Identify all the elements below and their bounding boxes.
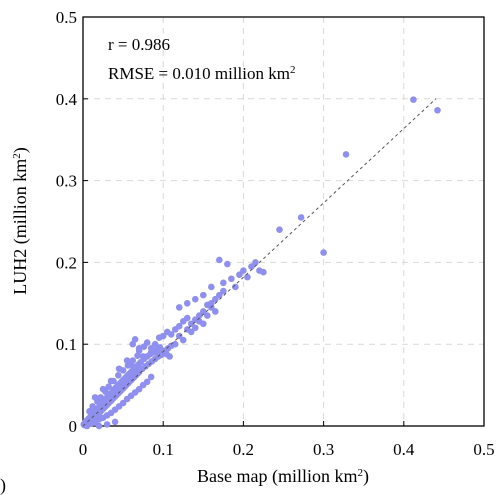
- data-point: [187, 320, 195, 328]
- data-point: [175, 332, 183, 340]
- gridlines: [83, 17, 484, 426]
- data-point: [143, 378, 151, 386]
- data-point: [171, 340, 179, 348]
- y-tick-label: 0: [69, 417, 78, 436]
- x-tick-label: 0.3: [313, 440, 334, 459]
- data-point: [191, 324, 199, 332]
- x-tick-label: 0.2: [233, 440, 254, 459]
- data-point: [175, 304, 183, 311]
- x-tick-label: 0: [79, 440, 88, 459]
- x-tick-label: 0.1: [153, 440, 174, 459]
- data-point: [204, 312, 211, 319]
- y-tick-label: 0.5: [56, 8, 77, 27]
- data-point: [131, 335, 139, 343]
- data-point: [220, 279, 227, 287]
- data-point: [183, 314, 191, 322]
- one-to-one-line: [82, 98, 437, 427]
- data-point: [103, 421, 111, 428]
- data-point: [187, 328, 195, 336]
- data-point: [216, 291, 223, 299]
- data-point: [191, 295, 199, 303]
- plot-frame: [82, 16, 485, 427]
- data-point: [119, 399, 127, 407]
- x-axis-title: Base map (million km2): [197, 466, 369, 487]
- data-point: [252, 259, 259, 266]
- data-point: [208, 283, 215, 291]
- data-point: [155, 349, 163, 356]
- y-axis-title: LUH2 (million km2): [10, 147, 31, 295]
- y-tick-label: 0.3: [56, 172, 77, 191]
- data-point: [135, 344, 143, 352]
- data-point: [240, 267, 247, 274]
- data-point: [224, 260, 231, 268]
- axis-ticks: 0 0.1 0.2 0.3 0.4 0.5 0 0.1 0.2 0.3 0.4 0.5: [56, 8, 495, 459]
- data-point: [107, 377, 115, 385]
- data-point: [212, 308, 219, 315]
- data-point: [260, 268, 267, 276]
- panel-letter: ): [0, 475, 6, 495]
- data-point: [86, 407, 93, 415]
- data-point: [200, 308, 207, 315]
- rmse-annotation: RMSE = 0.010 million km2: [108, 64, 295, 83]
- data-point: [105, 383, 112, 391]
- y-tick-label: 0.1: [56, 335, 77, 354]
- data-point: [342, 151, 350, 158]
- data-point: [167, 331, 175, 338]
- data-point: [99, 385, 107, 393]
- data-point: [244, 273, 251, 281]
- x-tick-label: 0.5: [473, 440, 494, 459]
- data-point: [143, 339, 151, 346]
- data-points: [80, 96, 441, 430]
- data-point: [159, 332, 167, 340]
- data-point: [216, 256, 223, 264]
- data-point: [297, 214, 305, 221]
- data-point: [147, 349, 155, 356]
- data-point: [179, 336, 187, 344]
- data-point: [89, 403, 96, 410]
- data-point: [195, 312, 203, 319]
- data-point: [123, 357, 131, 364]
- data-point: [139, 353, 147, 360]
- data-point: [135, 385, 143, 393]
- data-point: [410, 96, 417, 103]
- y-tick-label: 0.4: [56, 90, 78, 109]
- data-point: [276, 226, 283, 233]
- data-point: [175, 322, 183, 330]
- r-annotation: r = 0.986: [108, 35, 170, 54]
- data-point: [115, 365, 123, 373]
- data-point: [212, 295, 219, 303]
- data-point: [97, 394, 104, 401]
- data-point: [114, 371, 122, 379]
- data-point: [220, 287, 227, 295]
- data-point: [111, 418, 119, 426]
- data-point: [166, 353, 173, 360]
- data-point: [183, 300, 191, 307]
- data-point: [236, 271, 243, 278]
- data-point: [147, 373, 155, 381]
- data-point: [156, 344, 164, 351]
- data-point: [129, 340, 137, 348]
- data-point: [320, 249, 327, 256]
- data-point: [151, 340, 159, 348]
- data-point: [95, 422, 103, 430]
- data-point: [200, 320, 207, 328]
- data-point: [434, 106, 441, 114]
- data-point: [91, 394, 99, 401]
- data-point: [200, 291, 207, 299]
- data-point: [228, 275, 235, 283]
- y-tick-label: 0.2: [56, 253, 77, 272]
- data-point: [248, 263, 255, 270]
- x-tick-label: 0.4: [393, 440, 415, 459]
- data-point: [127, 361, 135, 368]
- data-point: [232, 283, 239, 291]
